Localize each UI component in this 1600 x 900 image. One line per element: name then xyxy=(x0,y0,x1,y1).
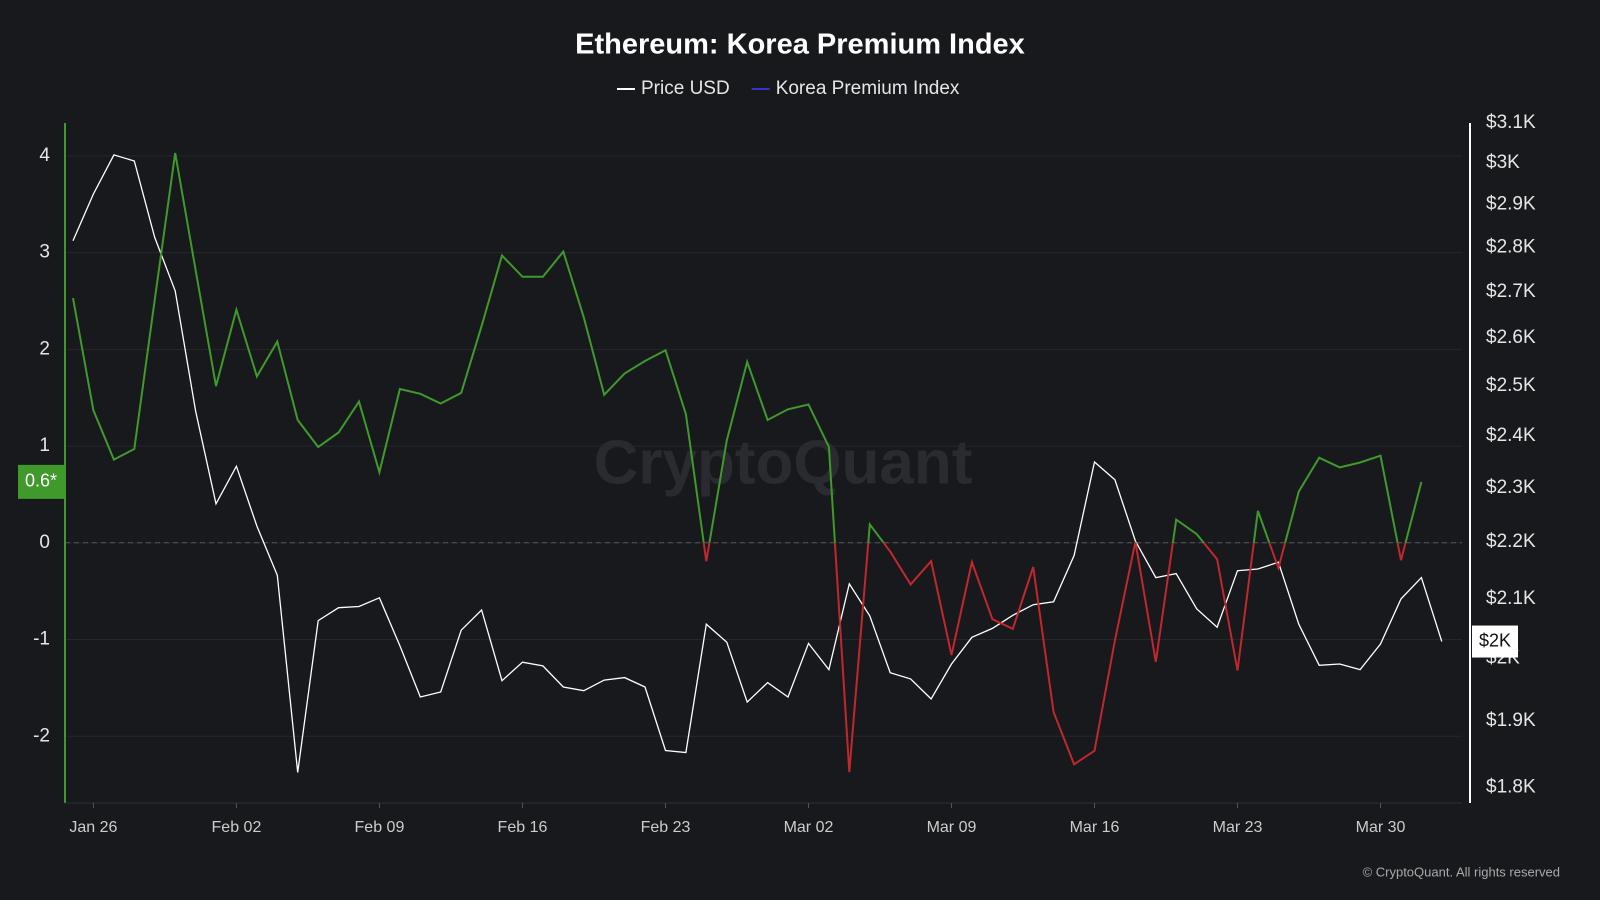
current-tag xyxy=(18,464,64,499)
y2-tick-label: $3.1K xyxy=(1486,112,1536,133)
y2-tick-label: $1.9K xyxy=(1486,710,1536,731)
legend-label: Price USD xyxy=(641,78,730,99)
legend-label: Korea Premium Index xyxy=(776,78,960,99)
watermark: CryptoQuant xyxy=(594,428,973,497)
y-tick-label: -1 xyxy=(33,629,50,650)
x-tick-label: Jan 26 xyxy=(69,819,117,836)
y2-tick-label: $3K xyxy=(1486,152,1520,173)
current-tag-label: 0.6* xyxy=(25,471,57,491)
y2-tick-label: $2.9K xyxy=(1486,194,1536,215)
x-tick-label: Mar 23 xyxy=(1213,819,1263,836)
y-tick-label: 2 xyxy=(39,338,50,359)
y2-tick-label: $2.6K xyxy=(1486,327,1536,348)
y2-tick-label: $2.4K xyxy=(1486,425,1536,446)
current-tag-label: $2K xyxy=(1479,630,1511,650)
y2-tick-label: $2.5K xyxy=(1486,375,1536,396)
x-tick-label: Feb 09 xyxy=(355,819,405,836)
legend: Price USD Korea Premium Index xyxy=(617,78,960,99)
y2-tick-label: $2.3K xyxy=(1486,477,1536,498)
x-tick-label: Mar 30 xyxy=(1356,819,1406,836)
y-tick-label: 0 xyxy=(39,532,50,553)
y2-tick-label: $2.2K xyxy=(1486,531,1536,552)
x-tick-label: Mar 16 xyxy=(1070,819,1120,836)
chart-title: Ethereum: Korea Premium Index xyxy=(575,29,1025,61)
current-tag xyxy=(1472,625,1518,658)
series-line-positive xyxy=(72,152,1423,543)
x-tick-label: Feb 16 xyxy=(498,819,548,836)
y2-tick-label: $1.8K xyxy=(1486,776,1536,797)
y2-tick-label: $2.7K xyxy=(1486,281,1536,302)
x-tick-label: Mar 02 xyxy=(784,819,834,836)
y-tick-label: -2 xyxy=(33,725,50,746)
series-line xyxy=(72,154,1443,773)
x-tick-label: Feb 23 xyxy=(641,819,691,836)
y-tick-label: 4 xyxy=(39,145,50,166)
y-tick-label: 1 xyxy=(39,435,50,456)
footer: © CryptoQuant. All rights reserved xyxy=(1363,864,1560,879)
y2-tick-label: $2.8K xyxy=(1486,236,1536,257)
x-tick-label: Feb 02 xyxy=(212,819,262,836)
y-tick-label: 3 xyxy=(39,242,50,263)
y2-tick-label: $2.1K xyxy=(1486,588,1536,609)
x-tick-label: Mar 09 xyxy=(927,819,977,836)
